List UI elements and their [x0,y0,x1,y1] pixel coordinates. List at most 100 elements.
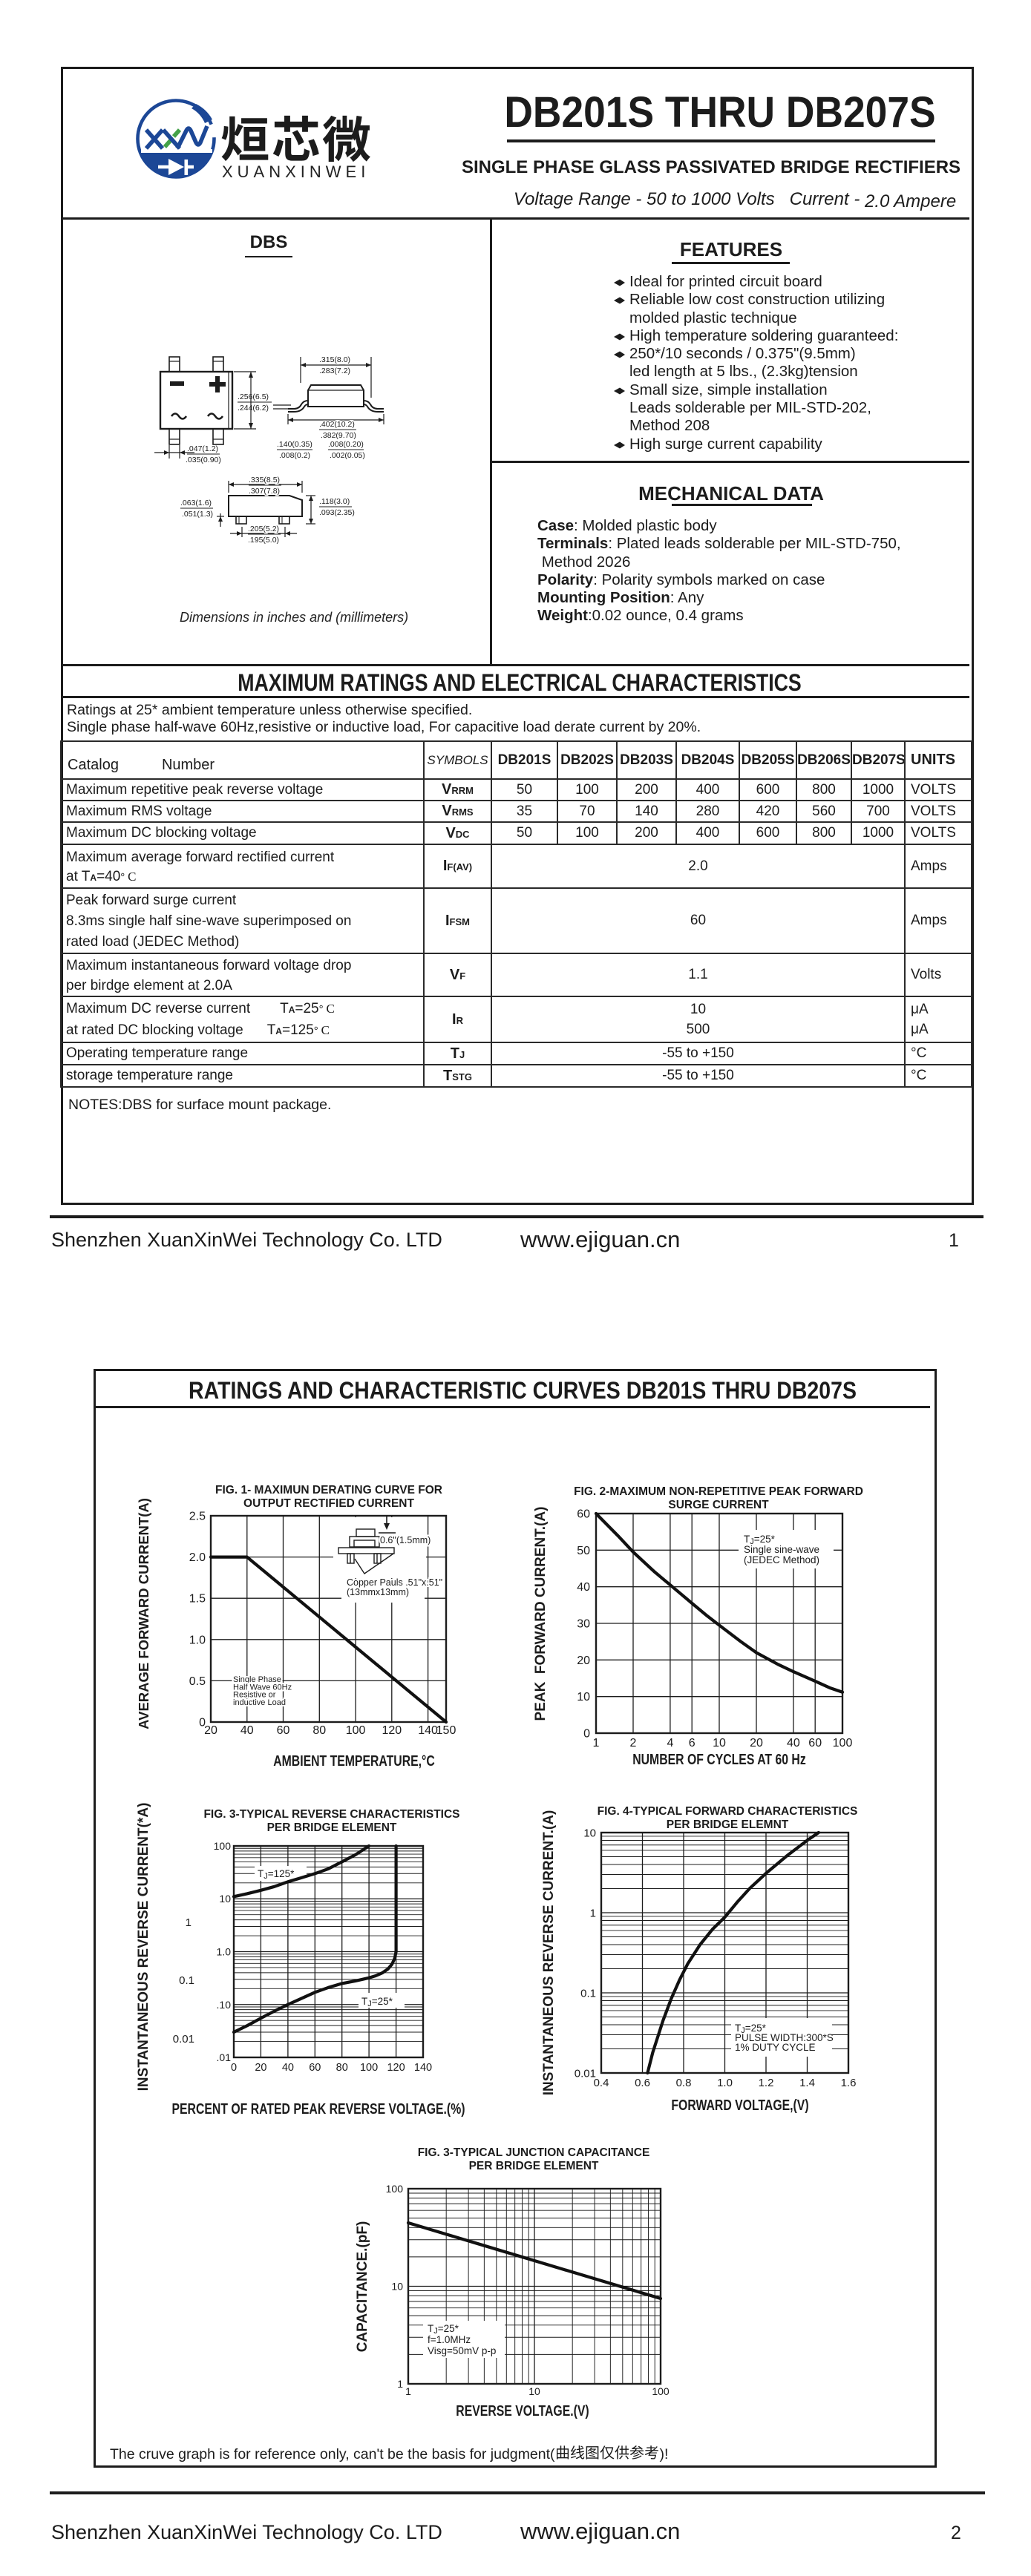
svg-text:f=1.0MHz: f=1.0MHz [428,2334,471,2345]
svg-text:.118(3.0): .118(3.0) [319,497,350,506]
svg-text:0.01: 0.01 [173,2033,194,2046]
svg-text:60: 60 [309,2062,321,2074]
svg-text:100: 100 [214,1840,232,1852]
svg-text:60: 60 [577,1508,590,1521]
svg-text:2.5: 2.5 [189,1511,206,1523]
svg-text:.307(7.8): .307(7.8) [249,487,280,496]
svg-text:100: 100 [360,2062,378,2074]
svg-text:.382(9.70): .382(9.70) [321,431,356,440]
svg-text:1: 1 [186,1916,192,1929]
svg-text:0.1: 0.1 [580,1988,596,2000]
svg-text:10: 10 [577,1691,590,1703]
svg-text:80: 80 [336,2062,348,2074]
svg-text:100: 100 [386,2183,404,2195]
svg-text:100: 100 [346,1724,366,1737]
svg-text:40: 40 [577,1581,590,1594]
svg-text:50: 50 [577,1545,590,1557]
svg-text:100: 100 [652,2385,670,2397]
svg-text:1.2: 1.2 [759,2077,774,2089]
svg-text:1% DUTY CYCLE: 1% DUTY CYCLE [735,2042,816,2053]
svg-text:120: 120 [382,1724,402,1737]
svg-text:30: 30 [577,1618,590,1631]
svg-text:PULSE WIDTH:300*S: PULSE WIDTH:300*S [735,2032,834,2043]
svg-text:1.4: 1.4 [799,2077,815,2089]
svg-text:60: 60 [277,1724,290,1737]
svg-text:TJ=125*: TJ=125* [258,1868,295,1881]
svg-text:.10: .10 [217,1999,232,2011]
svg-text:TJ=25*: TJ=25* [744,1534,776,1546]
svg-text:80: 80 [312,1724,326,1737]
svg-text:Single Phase: Single Phase [233,1675,281,1684]
svg-text:1.0: 1.0 [217,1946,232,1958]
svg-text:10: 10 [713,1737,726,1749]
svg-text:Single sine-wave: Single sine-wave [744,1544,819,1555]
svg-text:20: 20 [750,1737,763,1749]
svg-text:0.6: 0.6 [635,2077,650,2089]
svg-text:.195(5.0): .195(5.0) [248,536,279,545]
svg-text:1.5: 1.5 [189,1593,206,1606]
svg-text:.205(5.2): .205(5.2) [248,525,279,533]
svg-text:0.01: 0.01 [575,2068,596,2080]
svg-text:0.6"(1.5mm): 0.6"(1.5mm) [380,1535,431,1545]
svg-text:1: 1 [405,2385,411,2397]
svg-text:.140(0.35): .140(0.35) [277,440,312,449]
svg-text:10: 10 [391,2281,403,2293]
svg-text:6: 6 [689,1737,695,1749]
svg-text:20: 20 [204,1724,217,1737]
svg-text:1.0: 1.0 [717,2077,733,2089]
svg-text:TJ=25*: TJ=25* [361,1996,393,2008]
svg-text:.01: .01 [217,2051,232,2063]
svg-text:.244(6.2): .244(6.2) [238,404,269,413]
svg-text:2.0: 2.0 [189,1551,206,1564]
svg-text:.402(10.2): .402(10.2) [319,420,355,429]
svg-text:0: 0 [199,1717,206,1729]
svg-text:40: 40 [240,1724,254,1737]
svg-text:.008(0.20): .008(0.20) [328,440,364,449]
svg-text:1: 1 [590,1908,596,1920]
svg-text:(JEDEC Method): (JEDEC Method) [744,1554,819,1565]
svg-text:1.0: 1.0 [189,1634,206,1646]
svg-text:10: 10 [583,1827,596,1840]
svg-text:.283(7.2): .283(7.2) [319,367,350,375]
svg-text:0: 0 [231,2062,237,2074]
svg-text:4: 4 [667,1737,673,1749]
svg-text:TJ=25*: TJ=25* [735,2023,767,2035]
svg-text:0.8: 0.8 [676,2077,692,2089]
svg-text:40: 40 [787,1737,800,1749]
svg-text:0.4: 0.4 [594,2077,609,2089]
svg-text:1: 1 [593,1737,600,1749]
svg-text:0.5: 0.5 [189,1675,206,1688]
svg-text:10: 10 [528,2385,540,2397]
svg-text:100: 100 [833,1737,853,1749]
svg-text:inductive Load: inductive Load [233,1698,286,1707]
svg-text:.051(1.3): .051(1.3) [182,510,213,519]
svg-text:140: 140 [414,2062,432,2074]
svg-text:.002(0.05): .002(0.05) [330,451,365,460]
svg-text:.256(6.5): .256(6.5) [238,392,269,401]
svg-text:150: 150 [436,1724,456,1737]
svg-text:.335(8.5): .335(8.5) [249,476,280,484]
svg-text:.047(1.2): .047(1.2) [187,444,218,453]
svg-text:1: 1 [397,2378,403,2390]
svg-text:.315(8.0): .315(8.0) [319,355,350,364]
svg-text:120: 120 [387,2062,405,2074]
svg-text:.035(0.90): .035(0.90) [186,456,221,464]
svg-text:.093(2.35): .093(2.35) [319,508,355,517]
svg-text:40: 40 [282,2062,294,2074]
svg-text:0: 0 [583,1728,590,1741]
svg-text:2: 2 [630,1737,637,1749]
svg-text:20: 20 [577,1655,590,1667]
svg-text:TJ=25*: TJ=25* [428,2323,459,2336]
svg-text:140: 140 [418,1724,438,1737]
svg-text:10: 10 [219,1893,231,1905]
svg-text:0.1: 0.1 [179,1974,194,1987]
svg-text:1.6: 1.6 [841,2077,857,2089]
svg-text:Copper Pauls .51"x.51": Copper Pauls .51"x.51" [347,1577,442,1588]
svg-text:.063(1.6): .063(1.6) [180,499,212,507]
svg-text:60: 60 [808,1737,822,1749]
svg-text:20: 20 [255,2062,266,2074]
svg-text:(13mmx13mm): (13mmx13mm) [347,1587,409,1597]
svg-text:Resistive or: Resistive or [233,1691,276,1700]
svg-text:Half Wave 60Hz: Half Wave 60Hz [233,1683,292,1692]
svg-text:.008(0.2): .008(0.2) [279,451,310,460]
